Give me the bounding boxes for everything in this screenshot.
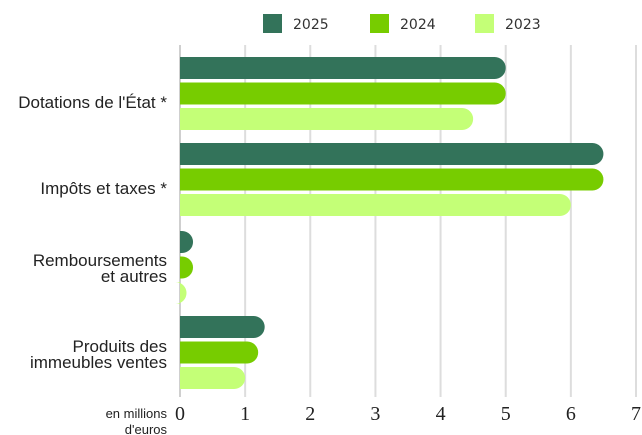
bar-2024-2 xyxy=(180,168,604,191)
x-tick-label: 4 xyxy=(436,403,446,425)
unit-label: d'euros xyxy=(125,422,168,435)
legend-label-2025: 2025 xyxy=(293,17,329,33)
bars xyxy=(175,57,604,389)
legend: 2025 2024 2023 xyxy=(263,14,541,33)
bar-2023-1 xyxy=(180,108,474,130)
x-tick-label: 7 xyxy=(631,403,641,425)
bar-2025-2 xyxy=(180,143,604,165)
x-tick-label: 5 xyxy=(501,403,511,425)
legend-swatch-2023 xyxy=(475,14,494,33)
legend-label-2023: 2023 xyxy=(505,17,541,33)
category-label: Remboursements xyxy=(33,251,167,270)
x-tick-label: 2 xyxy=(305,403,315,425)
category-label: Produits des xyxy=(73,337,168,356)
bar-2023-4 xyxy=(180,367,246,389)
category-label: immeubles ventes xyxy=(30,353,167,372)
x-tick-label: 0 xyxy=(175,403,185,425)
x-tick-label: 1 xyxy=(240,403,250,425)
category-label: Dotations de l'État * xyxy=(18,93,167,112)
bar-2025-3 xyxy=(180,231,194,253)
bar-2024-1 xyxy=(180,82,506,105)
unit-label: en millions xyxy=(106,406,168,421)
bar-2024-4 xyxy=(180,341,259,364)
legend-swatch-2025 xyxy=(263,14,282,33)
bar-2025-1 xyxy=(180,57,506,79)
category-labels: Dotations de l'État * Impôts et taxes * Re… xyxy=(18,93,167,372)
category-label: et autres xyxy=(101,267,167,286)
category-label: Impôts et taxes * xyxy=(40,179,167,198)
bar-2024-3 xyxy=(180,256,194,279)
x-tick-label: 3 xyxy=(370,403,380,425)
bar-2023-3 xyxy=(175,282,187,304)
x-tick-label: 6 xyxy=(566,403,576,425)
legend-swatch-2024 xyxy=(370,14,389,33)
legend-label-2024: 2024 xyxy=(400,17,436,33)
bar-2023-2 xyxy=(180,194,571,216)
bar-2025-4 xyxy=(180,316,265,338)
